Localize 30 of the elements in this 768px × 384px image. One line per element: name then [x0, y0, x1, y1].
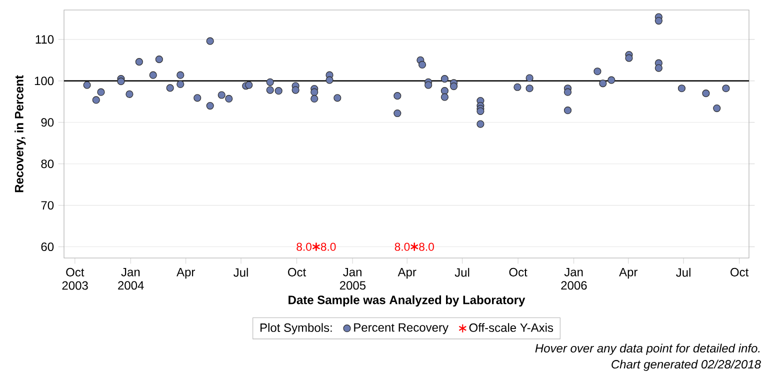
x-tick-label: Jan 2006 [561, 268, 587, 290]
y-tick-label: 110 [36, 35, 54, 44]
x-tick-label: Jul [454, 268, 470, 277]
x-tick-label: Oct [288, 268, 306, 276]
legend-title: Plot Symbols: [260, 323, 332, 334]
x-tick-label: Apr [619, 268, 638, 279]
y-tick-label: 80 [41, 160, 54, 168]
annotation: 8.0 [394, 242, 410, 251]
y-tick-label: 60 [41, 242, 54, 252]
text: Hover over any data point for detailed info. [535, 344, 760, 355]
legend-label: Off-scale Y-Axis [469, 323, 554, 332]
y-tick-label: 70 [41, 201, 54, 210]
text: Chart generated 02/28/2018 [612, 360, 761, 371]
x-tick-label: Oct [730, 268, 749, 276]
x-tick-label: Oct [509, 268, 528, 276]
x-tick-label: Apr [176, 268, 195, 279]
annotation: 8.0 [419, 242, 434, 251]
annotation: 8.0 [320, 242, 336, 251]
x-tick-label: Jul [234, 268, 248, 277]
annotation: 8.0 [296, 242, 312, 251]
legend-label: Percent Recovery [354, 323, 448, 334]
x-tick-label: Jan 2004 [118, 268, 144, 290]
y-tick-label: 100 [34, 76, 54, 86]
x-axis-title: Date Sample was Analyzed by Laboratory [288, 295, 526, 307]
x-tick-label: Apr [398, 268, 416, 279]
x-tick-label: Jan 2005 [340, 268, 366, 290]
x-tick-label: Oct 2003 [62, 268, 88, 290]
y-tick-label: 90 [41, 118, 54, 127]
x-tick-label: Jul [676, 268, 690, 277]
y-axis-title: Recovery, in Percent [14, 75, 26, 192]
